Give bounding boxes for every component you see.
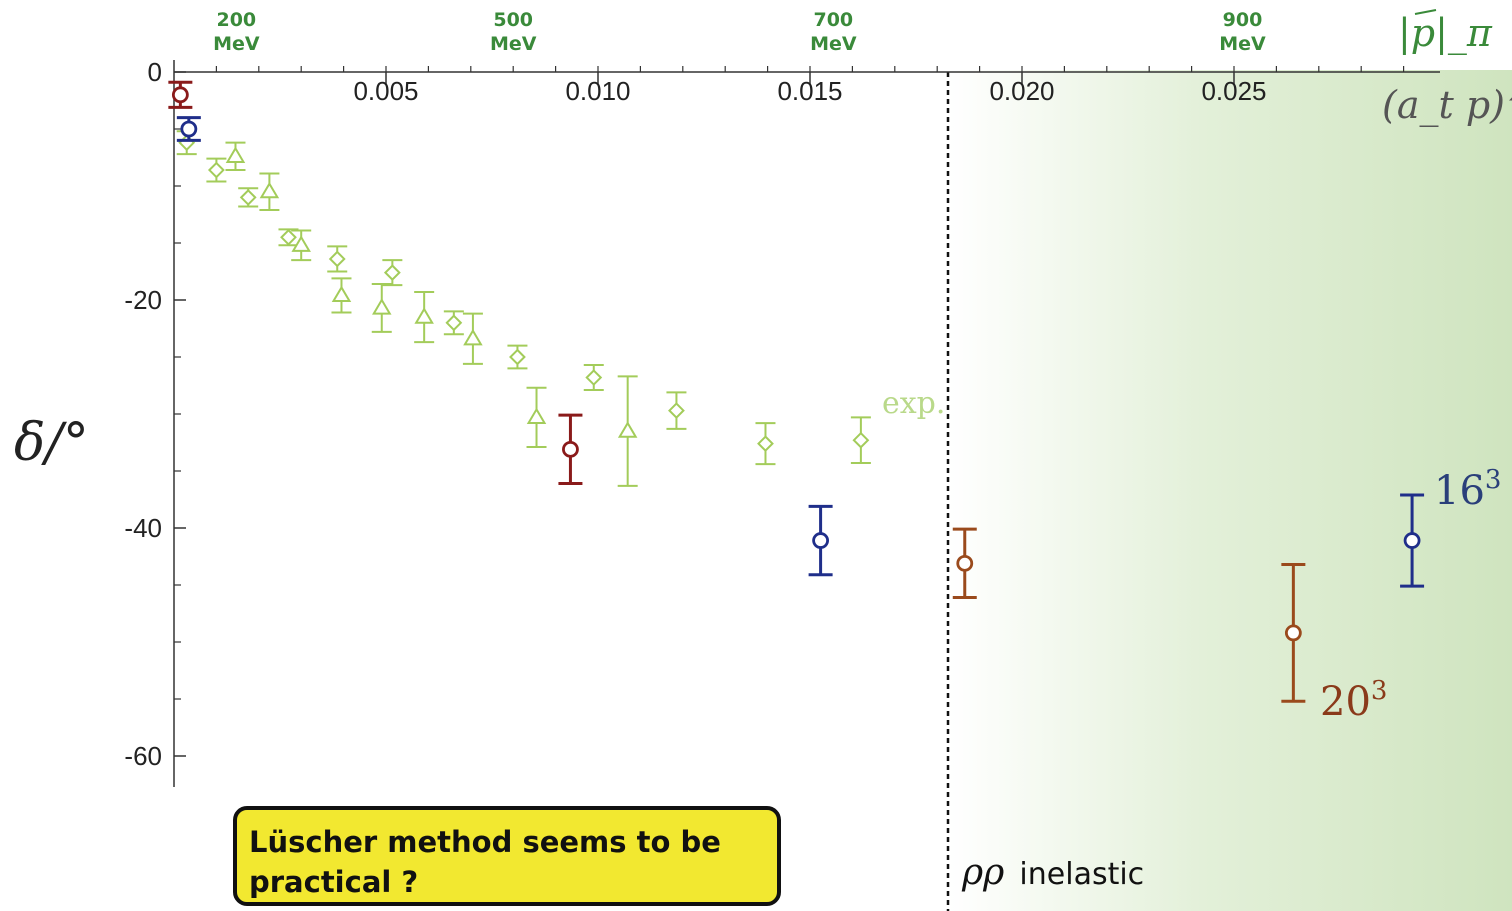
series-layer: [168, 80, 1425, 703]
y-tick-labels: 0 -20 -40 -60: [124, 57, 186, 771]
x-tick-label: 0.005: [353, 76, 418, 106]
data-point-diamond: [328, 250, 346, 268]
data-point-diamond: [585, 369, 603, 386]
series-2: [168, 80, 583, 486]
callout-line-2: practical ?: [249, 865, 419, 899]
data-point-diamond: [757, 435, 774, 453]
x-tick-label: 0.015: [777, 76, 842, 106]
data-point-diamond: [383, 264, 401, 282]
data-point-diamond: [239, 188, 257, 206]
top-axis-label: |p|_π: [1398, 11, 1493, 56]
data-point-triangle: [331, 285, 352, 303]
data-point-circle: [562, 440, 579, 458]
data-point-circle: [812, 532, 829, 549]
top-tick-value: 900: [1223, 9, 1263, 31]
series-1: [225, 141, 638, 487]
x-axis-label: (a_t p)^2: [1382, 83, 1512, 128]
label-16-cubed: 163: [1434, 465, 1501, 514]
y-axis-label: δ/°: [14, 413, 89, 473]
data-point-triangle: [617, 421, 638, 438]
top-tick-unit: MeV: [490, 33, 537, 55]
svg-text:|p|_π: |p|_π: [1398, 11, 1493, 56]
series-0: [176, 130, 871, 466]
callout-line-1: Lüscher method seems to be: [249, 825, 721, 859]
data-point-diamond: [852, 431, 870, 449]
data-point-diamond: [178, 134, 196, 152]
inelastic-region: [948, 70, 1512, 911]
series-4: [952, 527, 1306, 703]
y-tick-label: -60: [124, 741, 162, 771]
label-20-base: 20: [1320, 679, 1371, 725]
data-point-triangle: [291, 235, 311, 252]
data-point-diamond: [280, 228, 297, 246]
threshold-label: ρρ inelastic: [961, 852, 1144, 893]
data-point-circle: [180, 120, 198, 138]
y-tick-label: 0: [148, 57, 162, 87]
y-tick-label: -20: [124, 285, 162, 315]
data-point-triangle: [463, 328, 483, 346]
top-tick-unit: MeV: [1219, 33, 1266, 55]
top-tick-unit: MeV: [810, 33, 857, 55]
series-3: [176, 116, 1425, 588]
data-point-circle: [171, 86, 189, 104]
x-tick-label: 0.010: [565, 76, 630, 106]
x-tick-label: 0.020: [989, 76, 1054, 106]
exp-label: exp.: [882, 386, 945, 421]
data-point-circle: [956, 554, 974, 572]
top-label-arrow: [1414, 9, 1437, 15]
label-16-exp: 3: [1485, 465, 1502, 495]
data-point-diamond: [509, 348, 526, 366]
x-tick-labels: 0.005 0.010 0.015 0.020 0.025: [353, 72, 1267, 106]
data-point-circle: [1403, 532, 1421, 549]
data-point-triangle: [225, 146, 246, 163]
threshold-symbol: ρρ: [961, 852, 1004, 893]
label-20-exp: 3: [1371, 676, 1388, 706]
x-minor-ticks: [215, 66, 1405, 72]
data-point-triangle: [372, 298, 392, 315]
data-point-diamond: [668, 402, 685, 419]
data-point-triangle: [259, 181, 280, 199]
top-tick-value: 500: [493, 9, 533, 31]
top-tick-unit: MeV: [213, 33, 260, 55]
top-tick-value: 200: [216, 9, 256, 31]
label-20-cubed: 203: [1320, 676, 1387, 725]
threshold-text: inelastic: [1019, 857, 1144, 892]
label-16-base: 16: [1434, 468, 1485, 514]
data-point-triangle: [526, 407, 547, 425]
data-point-diamond: [445, 314, 463, 332]
callout-box: Lüscher method seems to be practical ?: [233, 806, 781, 906]
data-point-diamond: [207, 161, 225, 179]
data-point-triangle: [414, 307, 434, 324]
top-tick-value: 700: [813, 9, 853, 31]
data-point-circle: [1284, 624, 1302, 642]
y-minor-ticks: [174, 128, 181, 700]
x-tick-label: 0.025: [1201, 76, 1266, 106]
y-tick-label: -40: [124, 513, 162, 543]
